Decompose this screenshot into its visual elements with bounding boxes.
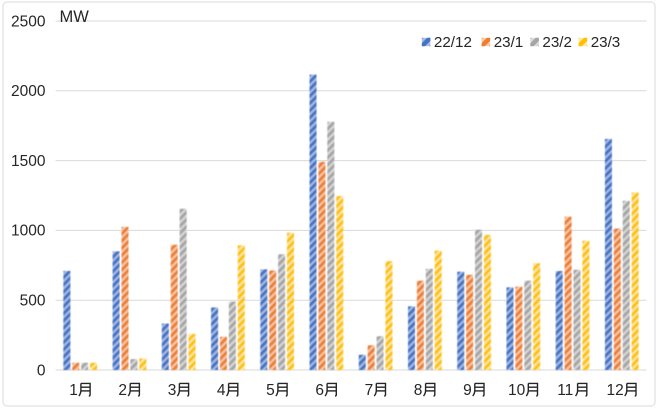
svg-text:6: 6 — [315, 382, 324, 399]
svg-text:2: 2 — [118, 382, 127, 399]
svg-text:4: 4 — [217, 382, 226, 399]
svg-text:3: 3 — [168, 382, 177, 399]
svg-text:22/12: 22/12 — [434, 34, 472, 51]
svg-text:11: 11 — [557, 382, 573, 399]
svg-text:0: 0 — [37, 362, 46, 379]
svg-text:12: 12 — [607, 382, 624, 399]
svg-text:500: 500 — [20, 293, 46, 310]
svg-text:8: 8 — [414, 382, 423, 399]
svg-text:1000: 1000 — [11, 223, 46, 240]
svg-text:5: 5 — [266, 382, 275, 399]
svg-text:23/3: 23/3 — [591, 34, 621, 51]
svg-text:1500: 1500 — [11, 153, 46, 170]
svg-text:10: 10 — [508, 382, 526, 399]
svg-text:2500: 2500 — [11, 13, 46, 30]
svg-text:MW: MW — [60, 8, 90, 26]
svg-text:2000: 2000 — [11, 83, 46, 100]
svg-text:23/1: 23/1 — [494, 34, 524, 51]
svg-text:9: 9 — [463, 382, 472, 399]
svg-text:23/2: 23/2 — [542, 34, 572, 51]
svg-text:1: 1 — [69, 382, 78, 399]
svg-text:7: 7 — [365, 382, 374, 399]
